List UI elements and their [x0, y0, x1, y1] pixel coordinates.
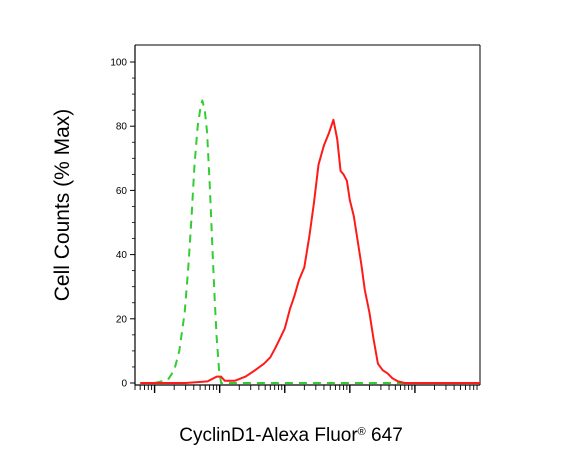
y-tick-label: 0 [121, 379, 127, 390]
x-axis-label-suffix: 647 [365, 425, 403, 446]
y-axis-label: Cell Counts (% Max) [51, 108, 74, 302]
x-axis-label: CyclinD1-Alexa Fluor® 647 [0, 425, 582, 447]
x-axis-label-main: CyclinD1-Alexa Fluor [179, 425, 358, 446]
y-tick-label: 40 [116, 250, 128, 261]
x-axis-label-registered-mark: ® [357, 426, 366, 438]
axes: 0 20 40 60 80 100 [110, 44, 481, 393]
y-tick-label: 60 [116, 186, 128, 197]
series-line-solid [140, 118, 480, 384]
series-layer [140, 99, 480, 384]
y-tick-label: 100 [110, 58, 127, 69]
y-tick-label: 80 [116, 122, 128, 133]
series-line-dashed [154, 99, 435, 384]
y-axis-label-container: Cell Counts (% Max) [48, 80, 78, 330]
y-tick-label: 20 [116, 314, 128, 325]
